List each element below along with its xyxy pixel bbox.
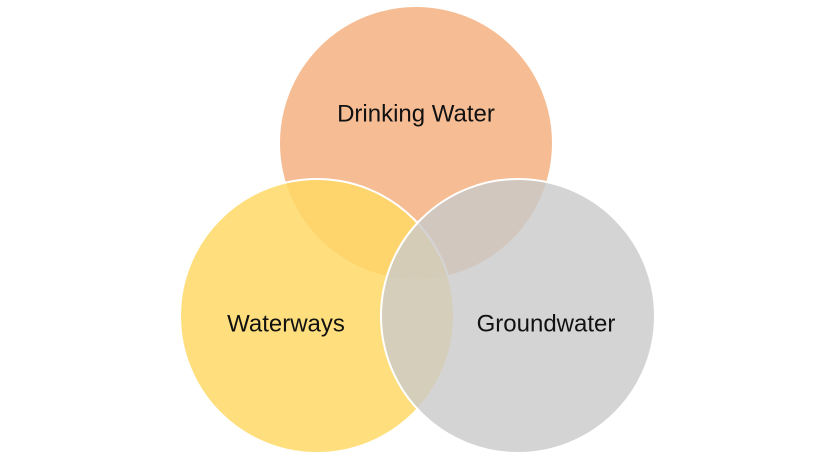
drinking-water-label: Drinking Water [337,100,495,127]
groundwater-circle [380,178,656,454]
waterways-label: Waterways [227,310,345,337]
groundwater-label: Groundwater [477,310,616,337]
